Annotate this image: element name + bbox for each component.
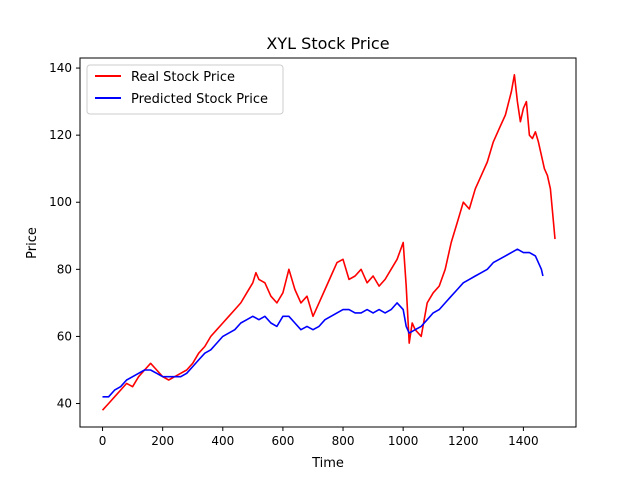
x-tick-label: 400 <box>211 434 234 448</box>
x-axis-label: Time <box>311 456 344 471</box>
series-line-real-stock-price <box>101 74 556 411</box>
x-tick-label: 800 <box>332 434 355 448</box>
y-axis-label: Price <box>25 227 40 259</box>
x-tick-label: 1400 <box>508 434 539 448</box>
legend: Real Stock Price Predicted Stock Price <box>86 64 284 115</box>
plot-frame <box>79 57 577 428</box>
y-tick-label: 120 <box>49 128 72 142</box>
legend-box <box>86 64 284 115</box>
series-line-predicted-stock-price <box>102 248 544 398</box>
x-tick-label: 0 <box>99 434 107 448</box>
y-tick-label: 40 <box>57 397 72 411</box>
x-tick-label: 200 <box>151 434 174 448</box>
x-axis: 0 200 400 600 800 1000 1200 1400 <box>99 427 539 448</box>
x-tick-label: 600 <box>271 434 294 448</box>
legend-label-predicted: Predicted Stock Price <box>131 92 268 107</box>
y-tick-label: 100 <box>49 195 72 209</box>
legend-label-real: Real Stock Price <box>131 70 235 85</box>
y-axis: 40 60 80 100 120 140 <box>49 61 80 411</box>
x-tick-label: 1000 <box>388 434 419 448</box>
y-tick-label: 80 <box>57 262 72 276</box>
y-tick-label: 140 <box>49 61 72 75</box>
y-tick-label: 60 <box>57 329 72 343</box>
series-layer <box>101 74 556 411</box>
chart-title: XYL Stock Price <box>266 34 389 53</box>
x-tick-label: 1200 <box>448 434 479 448</box>
